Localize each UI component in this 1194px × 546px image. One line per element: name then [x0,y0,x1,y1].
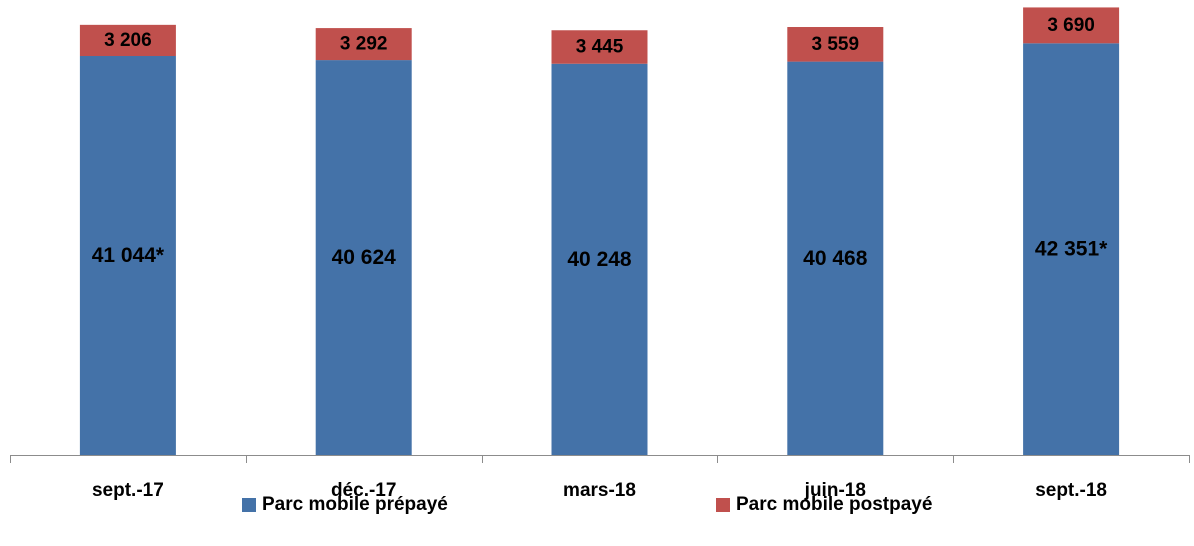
bar-postpaid-1 [315,28,412,61]
bar-prepaid-1 [315,60,412,456]
data-label-prepaid-0: 41 044* [92,244,165,267]
bar-postpaid-4 [1023,7,1120,44]
legend-item-postpaid: Parc mobile postpayé [716,494,932,516]
x-tick-label-3: juin-18 [804,480,866,501]
legend-swatch-prepaid [242,498,256,512]
bar-prepaid-3 [787,61,884,456]
data-label-prepaid-3: 40 468 [803,247,868,270]
x-tick-labels: sept.-17 déc.-17 mars-18 juin-18 sept.-18 [92,480,1107,501]
legend: Parc mobile prépayé Parc mobile postpayé [0,494,1194,524]
x-tick-label-2: mars-18 [563,480,636,501]
data-label-prepaid-2: 40 248 [567,248,632,271]
x-tick-label-0: sept.-17 [92,480,164,501]
data-label-postpaid-2: 3 445 [576,37,624,58]
x-axis [10,455,1190,463]
data-label-postpaid-1: 3 292 [340,34,388,55]
bar-postpaid-0 [79,24,176,57]
data-label-postpaid-0: 3 206 [104,30,152,51]
data-label-prepaid-4: 42 351* [1035,238,1108,261]
bar-postpaid-2 [551,30,648,64]
bar-prepaid-2 [551,63,648,455]
legend-swatch-postpaid [716,498,730,512]
legend-label-prepaid: Parc mobile prépayé [262,494,448,515]
bar-prepaid-0 [79,56,176,456]
data-label-postpaid-3: 3 559 [812,34,860,55]
x-tick-label-4: sept.-18 [1035,480,1107,501]
legend-item-prepaid: Parc mobile prépayé [242,494,448,516]
x-tick-label-1: déc.-17 [331,480,396,501]
bars-group: 41 044* 3 206 40 624 3 292 40 248 3 445 40 468… [79,7,1120,456]
bar-prepaid-4 [1023,43,1120,455]
data-label-prepaid-1: 40 624 [332,246,397,269]
legend-label-postpaid: Parc mobile postpayé [736,494,933,515]
bar-postpaid-3 [787,27,884,62]
data-label-postpaid-4: 3 690 [1047,15,1095,36]
